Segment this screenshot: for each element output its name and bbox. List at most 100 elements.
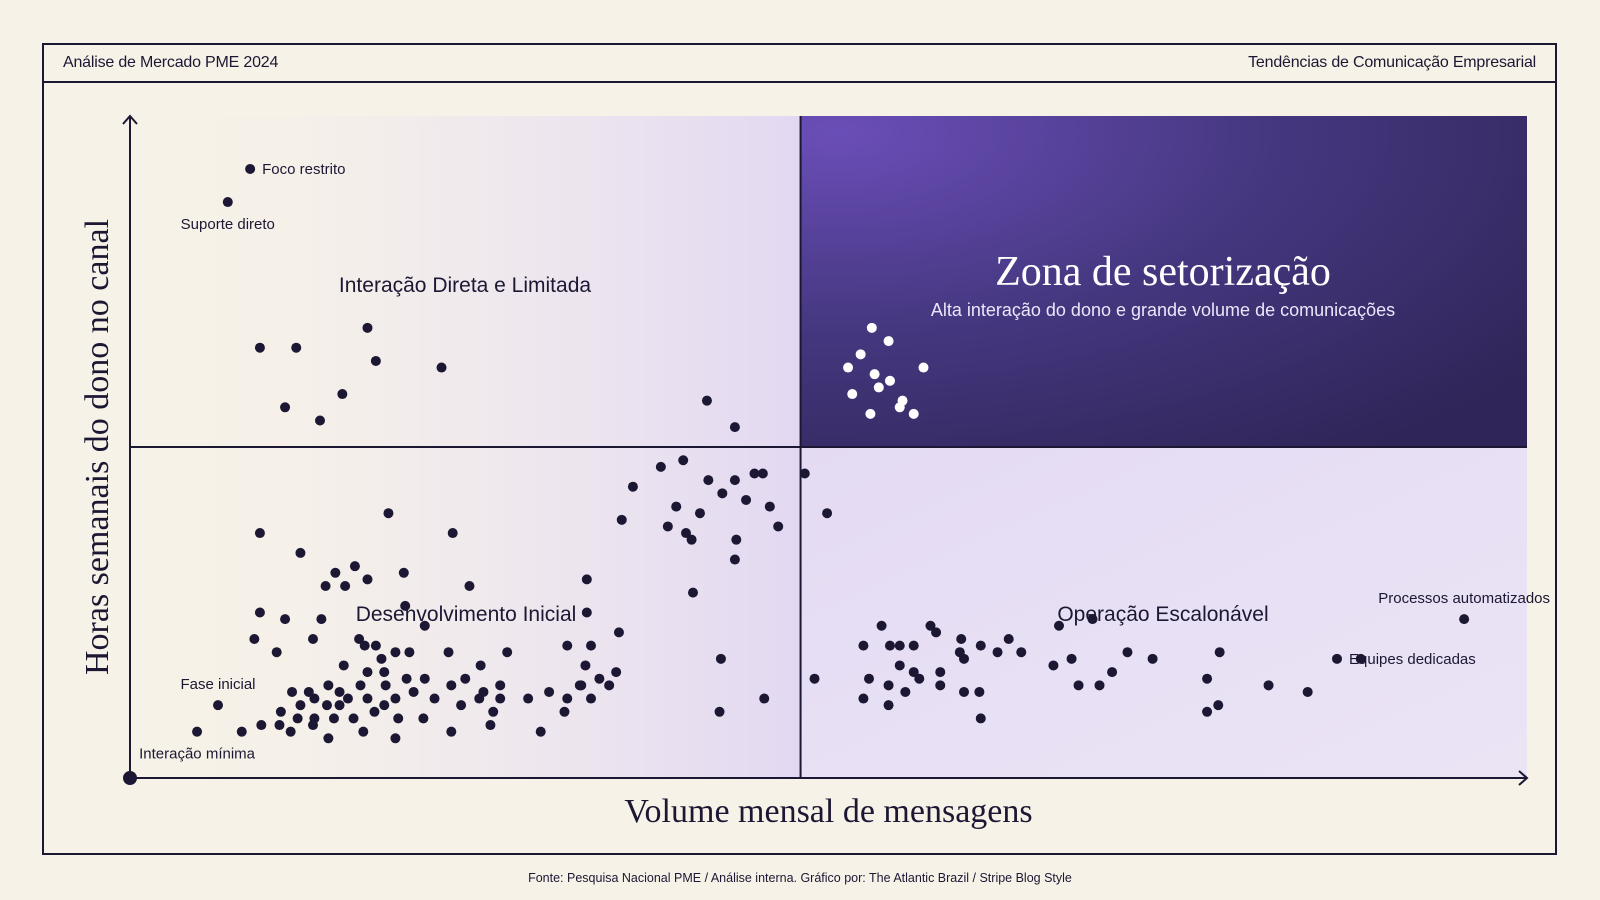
data-point	[249, 633, 260, 644]
data-point	[959, 686, 970, 697]
data-point	[858, 640, 869, 651]
data-point	[390, 647, 401, 658]
data-point	[362, 322, 373, 333]
data-point	[935, 667, 946, 678]
data-point	[701, 395, 712, 406]
y-axis-label: Horas semanais do dono no canal	[79, 219, 116, 675]
data-point	[749, 468, 760, 479]
data-point	[398, 567, 409, 578]
data-point	[956, 633, 967, 644]
data-point	[303, 686, 314, 697]
data-point	[236, 726, 247, 737]
data-point	[1202, 673, 1213, 684]
data-point	[464, 581, 475, 592]
annotation-label: Interação mínima	[139, 746, 256, 763]
data-point	[376, 653, 387, 664]
data-point	[379, 667, 390, 678]
data-point	[562, 693, 573, 704]
data-point	[729, 422, 740, 433]
origin-marker	[123, 771, 137, 785]
data-point	[295, 700, 306, 711]
bottom-right-quadrant	[800, 447, 1527, 778]
annotation-label: Suporte direto	[181, 216, 275, 233]
data-point	[274, 720, 285, 731]
y-axis-arrow-icon	[122, 114, 138, 125]
data-point	[390, 693, 401, 704]
data-point	[495, 693, 506, 704]
data-point	[876, 620, 887, 631]
data-point	[338, 660, 349, 671]
data-point	[404, 647, 415, 658]
header-bar: Análise de Mercado PME 2024 Tendências d…	[44, 45, 1555, 83]
data-point	[616, 514, 627, 525]
data-point	[731, 534, 742, 545]
data-point	[419, 620, 430, 631]
data-point	[390, 733, 401, 744]
data-point	[655, 461, 666, 472]
data-point	[323, 733, 334, 744]
data-point	[864, 673, 875, 684]
data-point	[475, 660, 486, 671]
data-point	[349, 561, 360, 572]
data-point	[883, 680, 894, 691]
data-point	[687, 587, 698, 598]
data-point	[1003, 633, 1014, 644]
data-point	[400, 600, 411, 611]
data-point	[586, 693, 597, 704]
data-point	[362, 693, 373, 704]
data-point	[992, 647, 1003, 658]
data-point	[192, 726, 203, 737]
top-right-quadrant-zone	[800, 116, 1527, 447]
x-axis-arrow-icon	[1518, 770, 1529, 786]
data-point	[559, 706, 570, 717]
data-point	[245, 163, 256, 174]
data-point	[954, 647, 965, 658]
data-points	[192, 163, 1470, 744]
data-point	[1459, 614, 1470, 625]
data-point	[380, 680, 391, 691]
data-point	[295, 547, 306, 558]
data-point	[703, 475, 714, 486]
annotation-label: Equipes dedicadas	[1349, 651, 1476, 668]
data-point	[254, 528, 265, 539]
data-point	[773, 521, 784, 532]
data-point	[292, 713, 303, 724]
data-point	[447, 528, 458, 539]
data-point	[1332, 653, 1343, 664]
zone-data-point	[884, 375, 895, 386]
data-point	[535, 726, 546, 737]
data-point	[334, 686, 345, 697]
data-point	[308, 720, 319, 731]
data-point	[355, 680, 366, 691]
data-point	[611, 667, 622, 678]
data-point	[337, 389, 348, 400]
zone-data-point	[855, 349, 866, 360]
data-point	[275, 706, 286, 717]
data-point	[419, 673, 430, 684]
data-point	[729, 475, 740, 486]
footer-source: Fonte: Pesquisa Nacional PME / Análise i…	[528, 871, 1072, 885]
data-point	[408, 686, 419, 697]
data-point	[757, 468, 768, 479]
data-point	[975, 640, 986, 651]
data-point	[314, 415, 325, 426]
data-point	[354, 633, 365, 644]
data-point	[1048, 660, 1059, 671]
data-point	[362, 667, 373, 678]
data-point	[495, 680, 506, 691]
data-point	[291, 342, 302, 353]
data-point	[460, 673, 471, 684]
data-point	[334, 700, 345, 711]
data-point	[328, 713, 339, 724]
data-point	[488, 706, 499, 717]
data-point	[280, 614, 291, 625]
data-point	[359, 640, 370, 651]
zone-data-point	[869, 369, 880, 380]
annotation-label: Fase inicial	[180, 676, 255, 693]
data-point	[383, 508, 394, 519]
data-point	[1122, 647, 1133, 658]
data-point	[894, 660, 905, 671]
data-point	[1066, 653, 1077, 664]
data-point	[1073, 680, 1084, 691]
